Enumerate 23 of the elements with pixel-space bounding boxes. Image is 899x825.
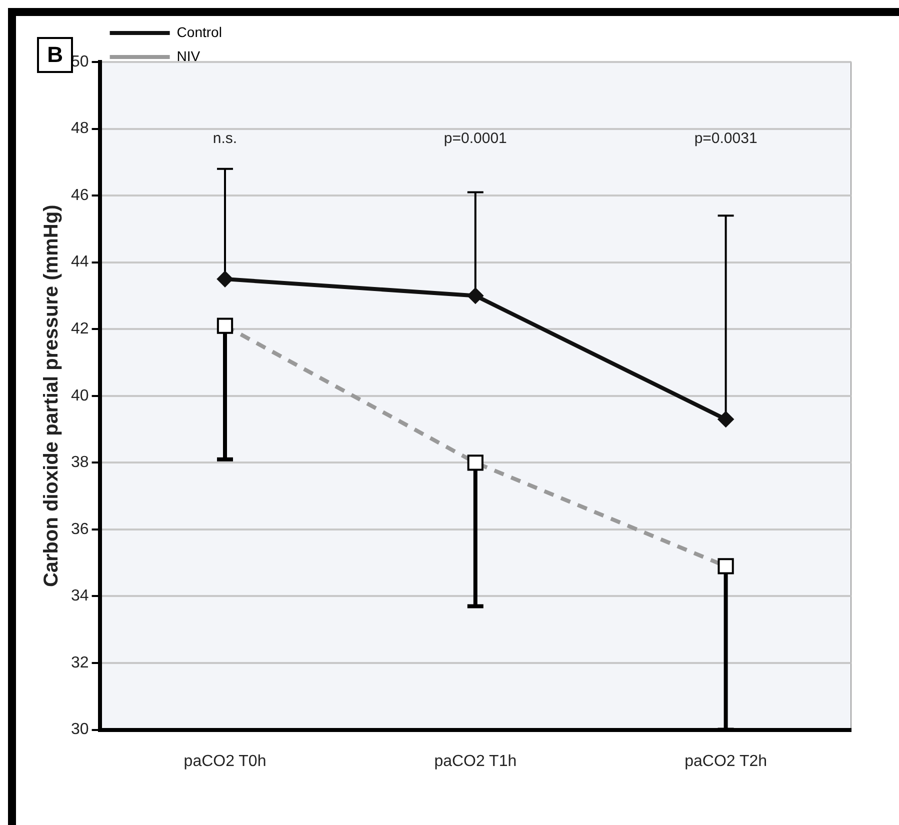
y-tick-label: 40: [71, 387, 89, 404]
y-tick-label: 36: [71, 520, 89, 538]
y-tick-label: 44: [71, 254, 89, 271]
y-tick-label: 34: [71, 588, 89, 605]
y-tick-label: 46: [71, 186, 89, 204]
y-tick-label: 30: [71, 721, 89, 738]
annotation: p=0.0001: [444, 130, 507, 147]
legend-label: Control: [176, 24, 222, 40]
y-tick-label: 42: [71, 320, 89, 338]
annotation: p=0.0031: [694, 130, 758, 147]
point: [718, 411, 734, 428]
y-tick-label: 32: [71, 654, 89, 672]
y-tick-label: 48: [71, 120, 89, 138]
text: B: [47, 42, 63, 68]
point: [467, 288, 484, 304]
x-tick-label: paCO2 T1h: [434, 752, 517, 770]
y-axis-title: Carbon dioxide partial pressure (mmHg): [40, 204, 63, 588]
x-tick-label: paCO2 T0h: [184, 752, 266, 770]
point: [217, 271, 233, 288]
x-tick-label: paCO2 T2h: [684, 752, 768, 770]
legend-label: NIV: [176, 48, 201, 64]
annotation: n.s.: [212, 130, 238, 147]
y-tick-label: 38: [71, 454, 89, 472]
